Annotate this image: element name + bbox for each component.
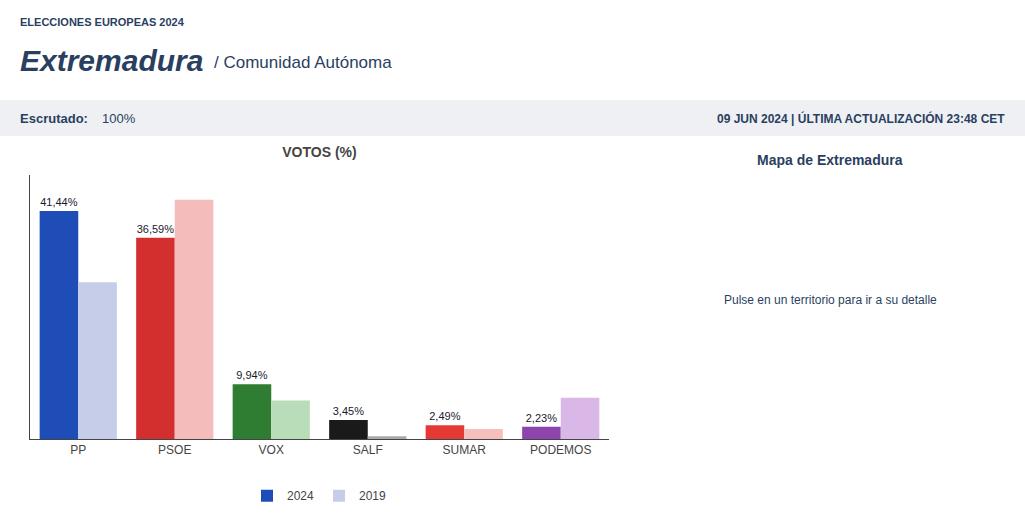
svg-text:36,59%: 36,59%: [137, 223, 175, 235]
svg-text:ELECCIONES EUROPEAS 2024: ELECCIONES EUROPEAS 2024: [20, 16, 185, 28]
svg-text:2024: 2024: [287, 489, 314, 503]
svg-text:Extremadura: Extremadura: [20, 44, 203, 77]
svg-text:SALF: SALF: [353, 443, 383, 457]
svg-text:Mapa de Extremadura: Mapa de Extremadura: [757, 152, 903, 168]
svg-text:2,23%: 2,23%: [526, 412, 557, 424]
svg-text:2,49%: 2,49%: [429, 410, 460, 422]
svg-text:VOTOS (%): VOTOS (%): [282, 144, 356, 160]
svg-text:Escrutado:: Escrutado:: [20, 111, 88, 126]
svg-text:2019: 2019: [359, 489, 386, 503]
svg-text:100%: 100%: [102, 111, 136, 126]
svg-text:Pulse en un territorio para ir: Pulse en un territorio para ir a su deta…: [724, 293, 937, 307]
svg-text:PODEMOS: PODEMOS: [530, 443, 591, 457]
svg-text:/ Comunidad Autónoma: / Comunidad Autónoma: [214, 53, 392, 72]
svg-text:9,94%: 9,94%: [236, 369, 267, 381]
svg-text:PP: PP: [70, 443, 86, 457]
svg-text:3,45%: 3,45%: [333, 405, 364, 417]
svg-text:41,44%: 41,44%: [40, 196, 78, 208]
svg-text:09 JUN 2024 | ÚLTIMA ACTUALIZA: 09 JUN 2024 | ÚLTIMA ACTUALIZACIÓN 23:48…: [717, 111, 1005, 126]
svg-text:SUMAR: SUMAR: [443, 443, 487, 457]
svg-text:PSOE: PSOE: [158, 443, 191, 457]
svg-text:VOX: VOX: [259, 443, 284, 457]
